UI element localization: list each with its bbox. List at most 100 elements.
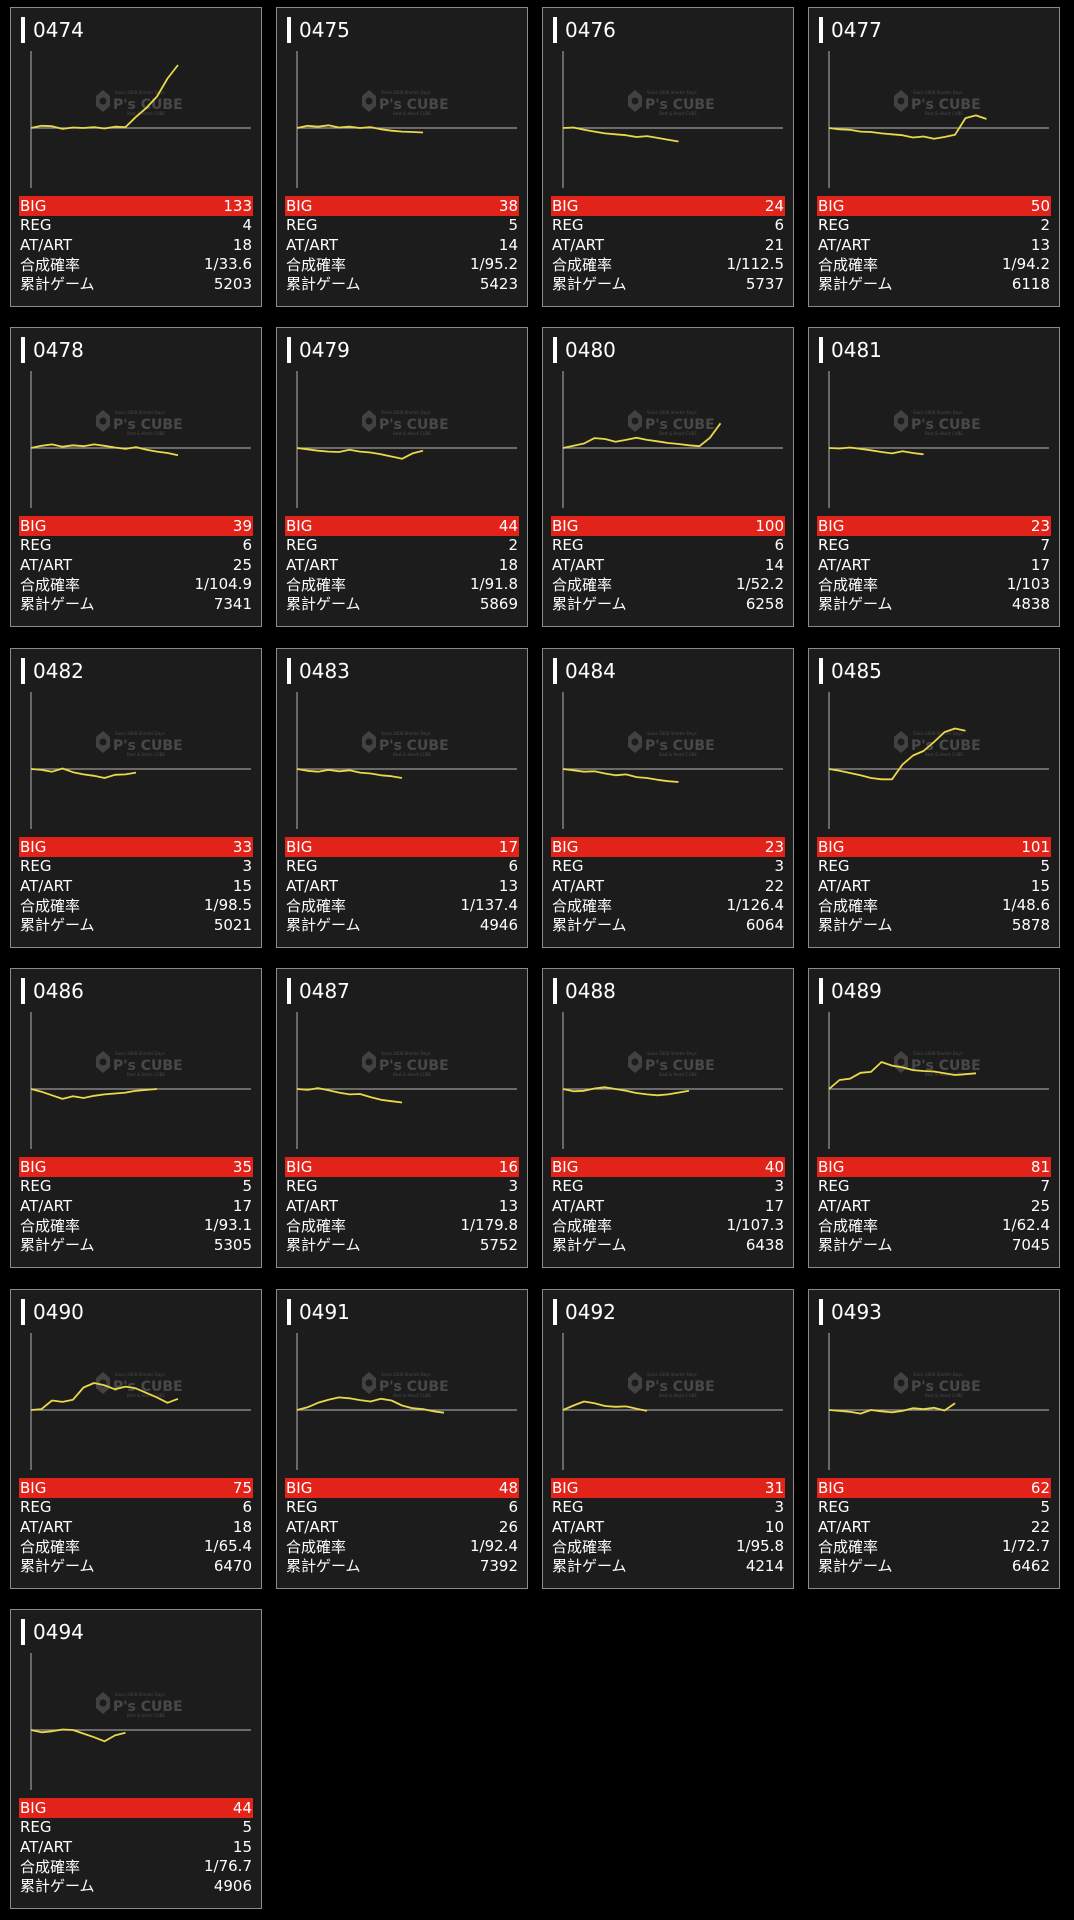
big-row: BIG 40 — [551, 1157, 785, 1177]
games-row-value: 4838 — [1011, 594, 1050, 613]
at-row-value: 17 — [764, 1196, 784, 1215]
trend-graph: Since 2008 Shorter Days P's CUBE Best & He… — [287, 689, 519, 839]
machine-card[interactable]: 0480 Since 2008 Shorter Days P's CUBE Best … — [542, 327, 794, 627]
card-header: 0493 — [819, 1298, 882, 1326]
card-header: 0488 — [553, 977, 616, 1005]
games-row: 累計ゲーム 6470 — [19, 1556, 253, 1576]
reg-row-label: REG — [818, 216, 850, 235]
big-row: BIG 35 — [19, 1157, 253, 1177]
trend-graph: Since 2008 Shorter Days P's CUBE Best & He… — [553, 368, 785, 518]
card-header: 0491 — [287, 1298, 350, 1326]
machine-card[interactable]: 0478 Since 2008 Shorter Days P's CUBE Best … — [10, 327, 262, 627]
at-row-label: AT/ART — [552, 1196, 605, 1215]
games-row-value: 6064 — [745, 915, 784, 934]
games-row: 累計ゲーム 5737 — [551, 274, 785, 294]
machine-card[interactable]: 0482 Since 2008 Shorter Days P's CUBE Best … — [10, 648, 262, 948]
at-row-value: 14 — [764, 555, 784, 574]
rate-row: 合成確率 1/91.8 — [285, 575, 519, 595]
machine-card[interactable]: 0474 Since 2008 Shorter Days P's CUBE Best … — [10, 7, 262, 307]
rate-row-value: 1/95.2 — [470, 255, 518, 274]
machine-number: 0482 — [33, 659, 84, 683]
machine-number: 0479 — [299, 338, 350, 362]
machine-card[interactable]: 0490 Since 2008 Shorter Days P's CUBE Best … — [10, 1289, 262, 1589]
title-marker — [21, 978, 25, 1004]
reg-row-label: REG — [286, 1498, 318, 1517]
watermark-small-top: Since 2008 Shorter Days — [115, 410, 165, 415]
big-row-label: BIG — [286, 1478, 313, 1497]
watermark-small-bottom: Best & Heart CUBE — [925, 1072, 963, 1077]
rate-row-label: 合成確率 — [20, 1857, 81, 1876]
games-row-value: 7392 — [479, 1556, 518, 1575]
watermark-small-bottom: Best & Heart CUBE — [127, 1072, 165, 1077]
rate-row-label: 合成確率 — [286, 255, 347, 274]
machine-card[interactable]: 0492 Since 2008 Shorter Days P's CUBE Best … — [542, 1289, 794, 1589]
at-row-value: 15 — [1030, 876, 1050, 895]
watermark-brand: P's CUBE — [911, 1058, 981, 1074]
big-row-label: BIG — [286, 1157, 313, 1176]
at-row-value: 22 — [764, 876, 784, 895]
at-row: AT/ART 18 — [285, 555, 519, 575]
rate-row: 合成確率 1/52.2 — [551, 575, 785, 595]
machine-card[interactable]: 0477 Since 2008 Shorter Days P's CUBE Best … — [808, 7, 1060, 307]
games-row: 累計ゲーム 5021 — [19, 915, 253, 935]
big-row-label: BIG — [552, 1157, 579, 1176]
watermark-small-bottom: Best & Heart CUBE — [127, 111, 165, 116]
big-row-value: 62 — [1030, 1478, 1050, 1497]
big-row-value: 44 — [498, 516, 518, 535]
games-row: 累計ゲーム 6462 — [817, 1556, 1051, 1576]
at-row-label: AT/ART — [20, 876, 73, 895]
trend-graph: Since 2008 Shorter Days P's CUBE Best & He… — [287, 1330, 519, 1480]
machine-card[interactable]: 0484 Since 2008 Shorter Days P's CUBE Best … — [542, 648, 794, 948]
watermark-brand: P's CUBE — [113, 1058, 183, 1074]
reg-row-value: 3 — [774, 857, 784, 876]
machine-card[interactable]: 0494 Since 2008 Shorter Days P's CUBE Best … — [10, 1609, 262, 1909]
machine-card[interactable]: 0485 Since 2008 Shorter Days P's CUBE Best … — [808, 648, 1060, 948]
games-row-value: 5423 — [479, 274, 518, 293]
machine-card[interactable]: 0483 Since 2008 Shorter Days P's CUBE Best … — [276, 648, 528, 948]
rate-row: 合成確率 1/104.9 — [19, 575, 253, 595]
rate-row-value: 1/72.7 — [1002, 1537, 1050, 1556]
big-row-label: BIG — [552, 1478, 579, 1497]
trend-line — [828, 727, 966, 781]
reg-row-label: REG — [286, 857, 318, 876]
machine-card[interactable]: 0475 Since 2008 Shorter Days P's CUBE Best … — [276, 7, 528, 307]
machine-card[interactable]: 0481 Since 2008 Shorter Days P's CUBE Best … — [808, 327, 1060, 627]
trend-graph: Since 2008 Shorter Days P's CUBE Best & He… — [21, 1009, 253, 1159]
at-row: AT/ART 13 — [817, 235, 1051, 255]
trend-graph: Since 2008 Shorter Days P's CUBE Best & He… — [21, 48, 253, 198]
at-row-label: AT/ART — [818, 235, 871, 254]
trend-line — [562, 126, 679, 143]
machine-card[interactable]: 0488 Since 2008 Shorter Days P's CUBE Best … — [542, 968, 794, 1268]
at-row: AT/ART 17 — [19, 1196, 253, 1216]
title-marker — [819, 658, 823, 684]
stats-table: BIG 44 REG 2 AT/ART 18 合成確率 1/91.8 累計ゲーム 5869 — [285, 516, 519, 614]
rate-row-label: 合成確率 — [552, 1537, 613, 1556]
watermark-small-bottom: Best & Heart CUBE — [393, 1393, 431, 1398]
title-marker — [819, 337, 823, 363]
card-header: 0479 — [287, 336, 350, 364]
reg-row-value: 5 — [1040, 857, 1050, 876]
machine-card[interactable]: 0487 Since 2008 Shorter Days P's CUBE Best … — [276, 968, 528, 1268]
stats-table: BIG 40 REG 3 AT/ART 17 合成確率 1/107.3 累計ゲーム 6438 — [551, 1157, 785, 1255]
machine-card[interactable]: 0479 Since 2008 Shorter Days P's CUBE Best … — [276, 327, 528, 627]
rate-row-value: 1/107.3 — [726, 1216, 784, 1235]
machine-card[interactable]: 0491 Since 2008 Shorter Days P's CUBE Best … — [276, 1289, 528, 1589]
machine-number: 0488 — [565, 979, 616, 1003]
watermark-small-top: Since 2008 Shorter Days — [647, 410, 697, 415]
games-row-value: 4946 — [479, 915, 518, 934]
card-header: 0494 — [21, 1618, 84, 1646]
machine-card[interactable]: 0493 Since 2008 Shorter Days P's CUBE Best … — [808, 1289, 1060, 1589]
rate-row-value: 1/104.9 — [194, 575, 252, 594]
machine-card[interactable]: 0486 Since 2008 Shorter Days P's CUBE Best … — [10, 968, 262, 1268]
reg-row-label: REG — [818, 1177, 850, 1196]
big-row-label: BIG — [818, 196, 845, 215]
machine-number: 0478 — [33, 338, 84, 362]
big-row-value: 31 — [764, 1478, 784, 1497]
machine-card[interactable]: 0476 Since 2008 Shorter Days P's CUBE Best … — [542, 7, 794, 307]
machine-card[interactable]: 0489 Since 2008 Shorter Days P's CUBE Best … — [808, 968, 1060, 1268]
